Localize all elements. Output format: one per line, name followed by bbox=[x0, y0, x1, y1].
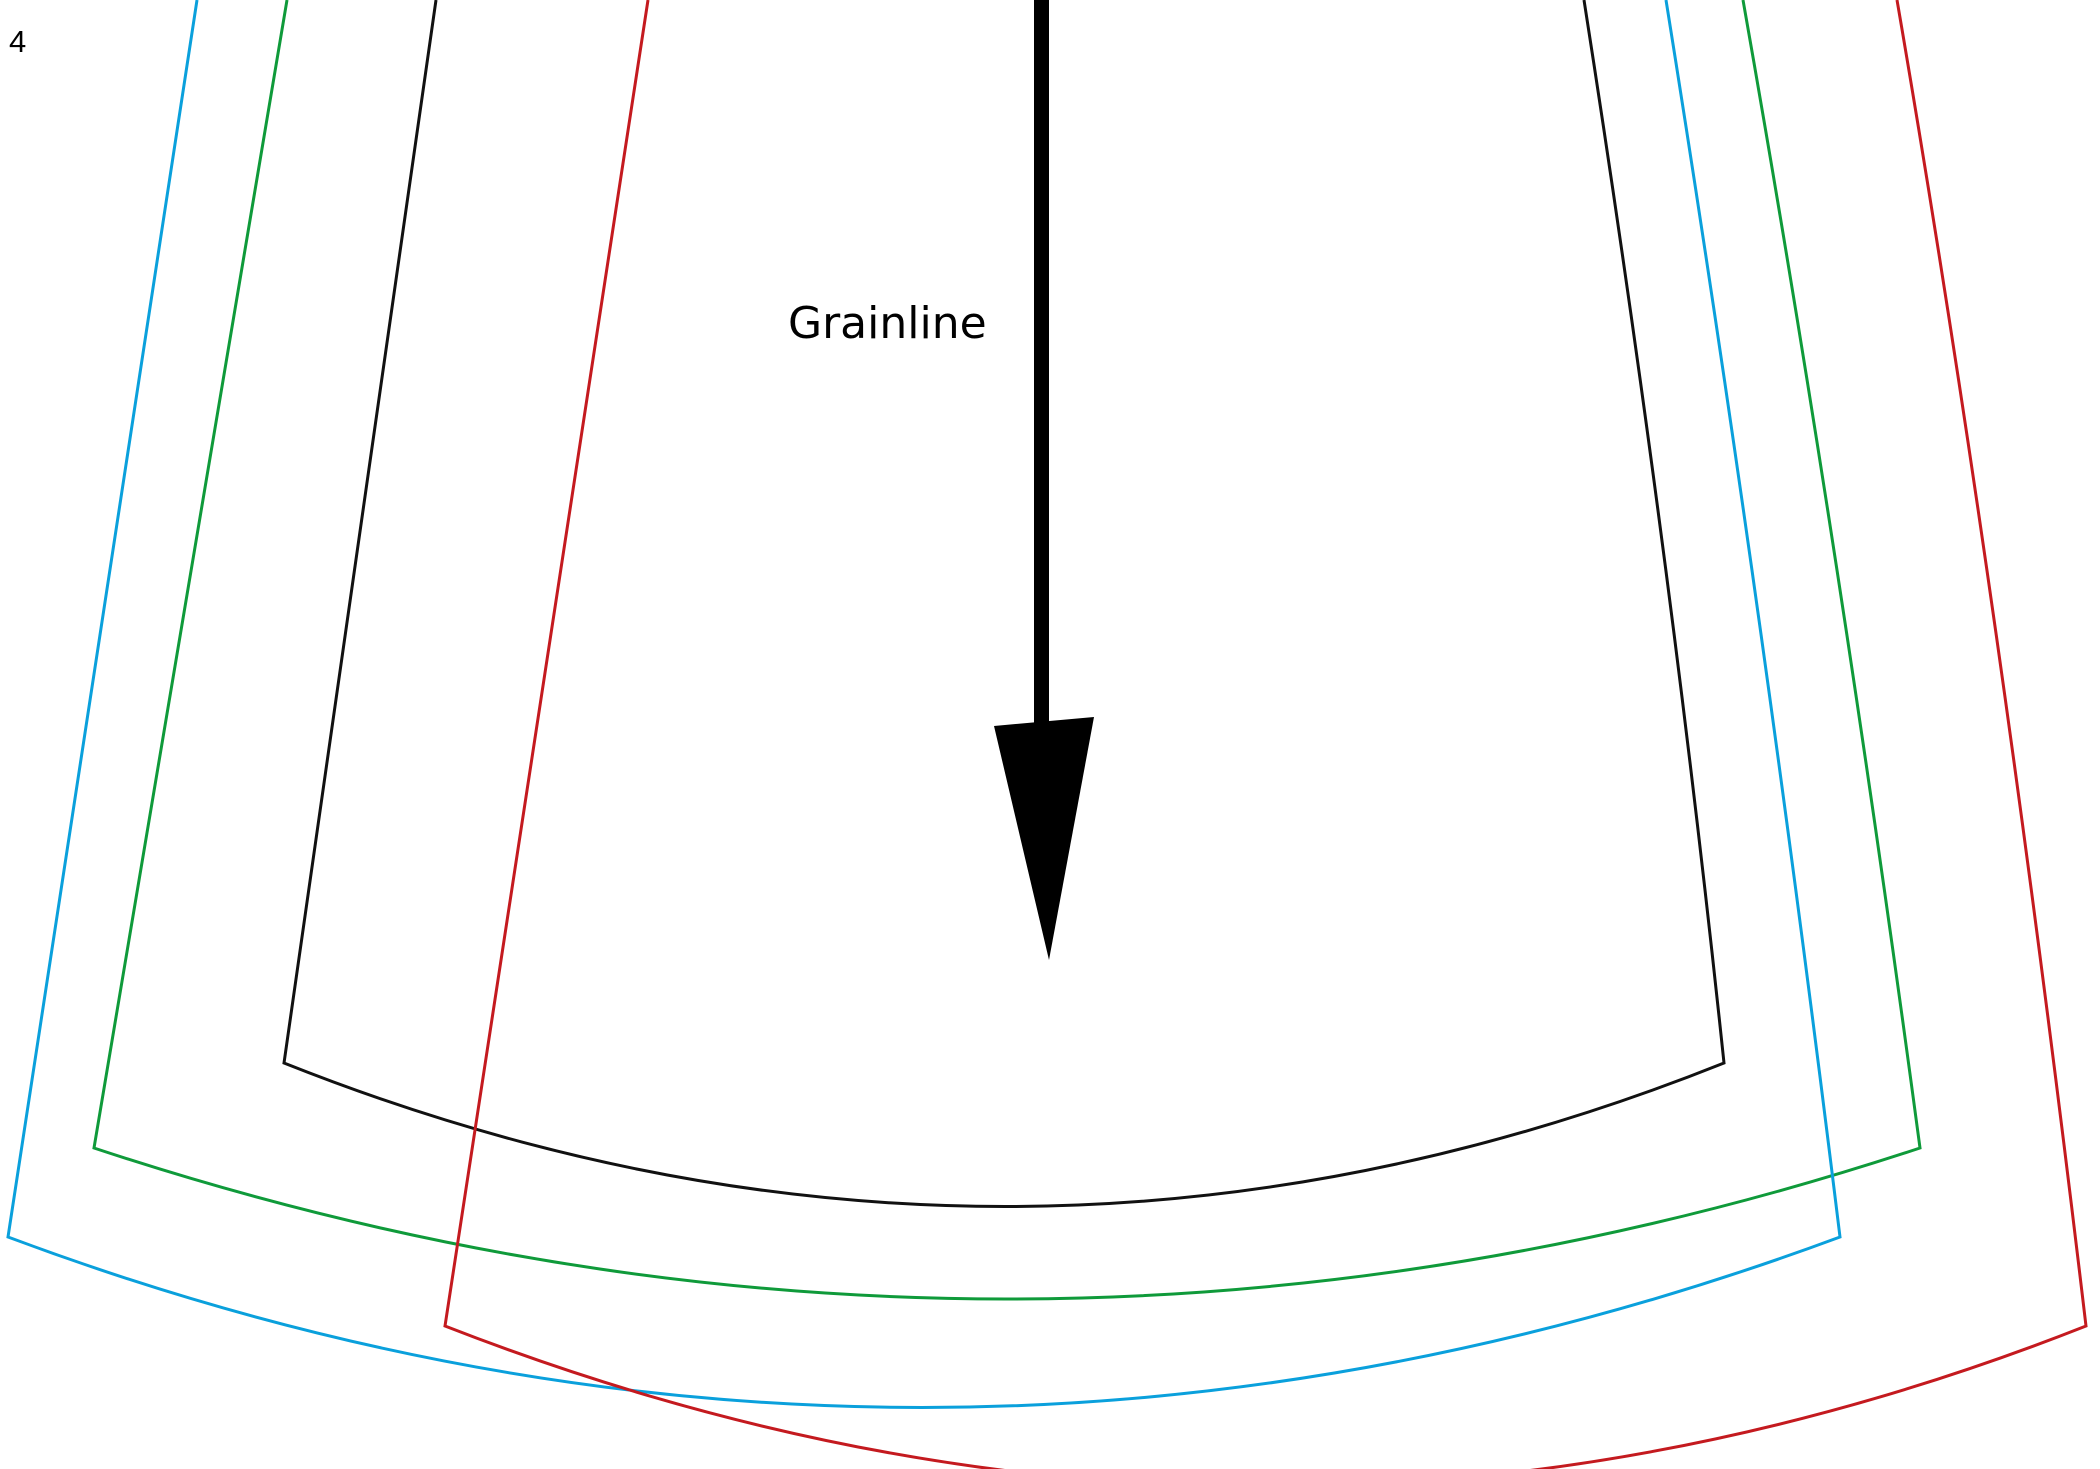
page-number: 4 bbox=[9, 24, 26, 59]
grainline-arrowhead bbox=[994, 717, 1094, 960]
pattern-outline-black bbox=[282, 0, 1726, 1208]
pattern-outline-blue bbox=[6, 0, 1842, 1409]
pattern-outline-red bbox=[443, 0, 2088, 1469]
grainline-arrow-shaft bbox=[1034, 0, 1049, 728]
pattern-outline-green bbox=[92, 0, 1922, 1301]
grainline-label: Grainline bbox=[788, 298, 987, 349]
